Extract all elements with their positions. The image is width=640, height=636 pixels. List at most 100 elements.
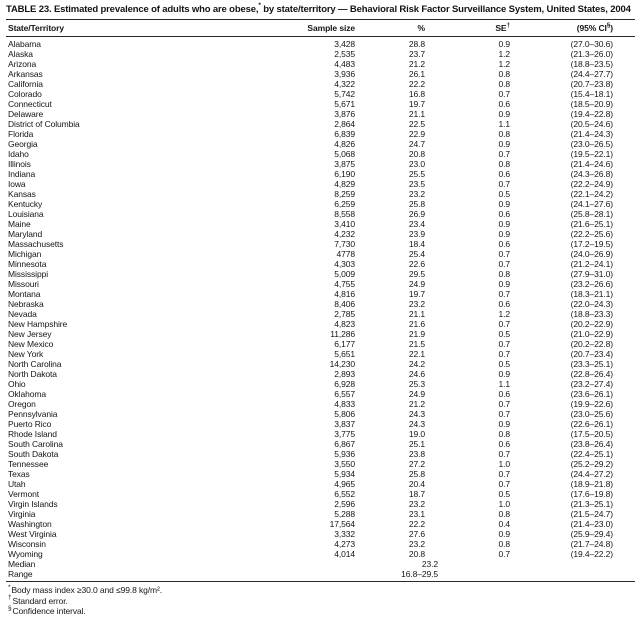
col-header-state-territory: State/Territory — [6, 19, 291, 37]
cell-state: Texas — [8, 469, 30, 479]
footnote-marker-dagger: † — [8, 594, 12, 602]
cell-state: Tennessee — [8, 459, 49, 469]
cell-ci: (22.1–24.2) — [570, 189, 613, 199]
cell-sample: 5,936 — [334, 449, 355, 459]
cell-state: Connecticut — [8, 99, 52, 109]
cell-pct: 29.5 — [408, 269, 425, 279]
table-row: Arizona 4,483 21.2 1.2 (18.8–23.5) — [6, 59, 635, 69]
cell-se: 0.7 — [498, 319, 510, 329]
cell-se: 0.9 — [498, 229, 510, 239]
cell-state: Maine — [8, 219, 31, 229]
cell-state: Massachusetts — [8, 239, 64, 249]
cell-ci: (24.4–27.2) — [570, 469, 613, 479]
cell-state: Michigan — [8, 249, 42, 259]
footnote-marker-asterisk: * — [8, 583, 11, 591]
cell-state: Oklahoma — [8, 389, 46, 399]
footnote-bmi: *Body mass index ≥30.0 and ≤99.8 kg/m². — [8, 583, 635, 596]
cell-state: Washington — [8, 519, 52, 529]
table-row: Vermont 6,552 18.7 0.5 (17.6–19.8) — [6, 489, 635, 499]
cell-ci: (24.0–26.9) — [570, 249, 613, 259]
cell-pct: 23.2 — [408, 539, 425, 549]
cell-ci: (24.3–26.8) — [570, 169, 613, 179]
cell-ci: (24.1–27.6) — [570, 199, 613, 209]
cell-pct: 21.2 — [408, 399, 425, 409]
cell-sample: 17,564 — [329, 519, 356, 529]
cell-ci: (22.2–25.6) — [570, 229, 613, 239]
cell-se: 0.8 — [498, 129, 510, 139]
cell-ci: (21.4–23.0) — [570, 519, 613, 529]
table-row: New Jersey 11,286 21.9 0.5 (21.0–22.9) — [6, 329, 635, 339]
cell-sample: 4,816 — [334, 289, 355, 299]
table-row: Iowa 4,829 23.5 0.7 (22.2–24.9) — [6, 179, 635, 189]
cell-ci: (18.5–20.9) — [570, 99, 613, 109]
cell-ci: (23.0–25.6) — [570, 409, 613, 419]
cell-se: 0.8 — [498, 269, 510, 279]
cell-pct: 24.6 — [408, 369, 425, 379]
cell-sample: 8,259 — [334, 189, 355, 199]
cell-pct: 25.5 — [408, 169, 425, 179]
cell-ci: (20.7–23.4) — [570, 349, 613, 359]
cell-ci: (21.4–24.6) — [570, 159, 613, 169]
cell-se: 0.7 — [498, 179, 510, 189]
cell-state: Rhode Island — [8, 429, 57, 439]
cell-sample: 5,068 — [334, 149, 355, 159]
table-row: Rhode Island 3,775 19.0 0.8 (17.5–20.5) — [6, 429, 635, 439]
cell-state: Iowa — [8, 179, 26, 189]
cell-pct: 21.5 — [408, 339, 425, 349]
document-page: TABLE 23. Estimated prevalence of adults… — [6, 2, 635, 616]
cell-state: Virginia — [8, 509, 36, 519]
col-header-sample-size: Sample size — [291, 19, 361, 37]
table-row: Washington 17,564 22.2 0.4 (21.4–23.0) — [6, 519, 635, 529]
cell-sample: 6,552 — [334, 489, 355, 499]
cell-sample: 5,934 — [334, 469, 355, 479]
title-footnote-marker: * — [258, 2, 261, 10]
cell-state: New York — [8, 349, 44, 359]
cell-state: Idaho — [8, 149, 29, 159]
cell-state: Arkansas — [8, 69, 43, 79]
cell-pct: 21.2 — [408, 59, 425, 69]
cell-ci: (22.8–26.4) — [570, 369, 613, 379]
table-row: Maine 3,410 23.4 0.9 (21.6–25.1) — [6, 219, 635, 229]
cell-state: Alabama — [8, 39, 41, 49]
cell-sample: 6,867 — [334, 439, 355, 449]
cell-se: 1.2 — [498, 59, 510, 69]
col-header-se: SE† — [431, 19, 516, 37]
cell-sample: 5,009 — [334, 269, 355, 279]
cell-sample: 3,775 — [334, 429, 355, 439]
cell-sample: 3,875 — [334, 159, 355, 169]
cell-state: District of Columbia — [8, 119, 80, 129]
cell-ci: (21.6–25.1) — [570, 219, 613, 229]
cell-pct: 16.8 — [408, 89, 425, 99]
cell-ci: (24.4–27.7) — [570, 69, 613, 79]
cell-sample: 3,876 — [334, 109, 355, 119]
cell-sample: 7,730 — [334, 239, 355, 249]
cell-pct: 24.9 — [408, 279, 425, 289]
table-row: Oregon 4,833 21.2 0.7 (19.9–22.6) — [6, 399, 635, 409]
cell-se: 0.7 — [498, 259, 510, 269]
cell-state: Minnesota — [8, 259, 47, 269]
table-row: Texas 5,934 25.8 0.7 (24.4–27.2) — [6, 469, 635, 479]
cell-se: 0.6 — [498, 99, 510, 109]
cell-sample: 4,833 — [334, 399, 355, 409]
cell-ci: (20.2–22.9) — [570, 319, 613, 329]
cell-se: 0.4 — [498, 519, 510, 529]
cell-state: Missouri — [8, 279, 39, 289]
table-row: Louisiana 8,558 26.9 0.6 (25.8–28.1) — [6, 209, 635, 219]
table-body: Alabama 3,428 28.8 0.9 (27.0–30.6) Alaska 2,53… — [6, 37, 635, 582]
cell-ci: (23.3–25.1) — [570, 359, 613, 369]
cell-se: 0.7 — [498, 339, 510, 349]
table-title-text: TABLE 23. Estimated prevalence of adults… — [6, 4, 259, 15]
cell-state: Louisiana — [8, 209, 44, 219]
cell-sample: 6,177 — [334, 339, 355, 349]
cell-pct: 23.2 — [408, 499, 425, 509]
cell-ci: (22.6–26.1) — [570, 419, 613, 429]
cell-se: 0.9 — [498, 419, 510, 429]
cell-state: Ohio — [8, 379, 26, 389]
cell-ci: (18.9–21.8) — [570, 479, 613, 489]
cell-sample — [291, 559, 361, 569]
cell-state: Maryland — [8, 229, 43, 239]
cell-pct: 22.5 — [408, 119, 425, 129]
cell-pct: 22.6 — [408, 259, 425, 269]
cell-ci: (18.8–23.5) — [570, 59, 613, 69]
cell-sample: 6,190 — [334, 169, 355, 179]
